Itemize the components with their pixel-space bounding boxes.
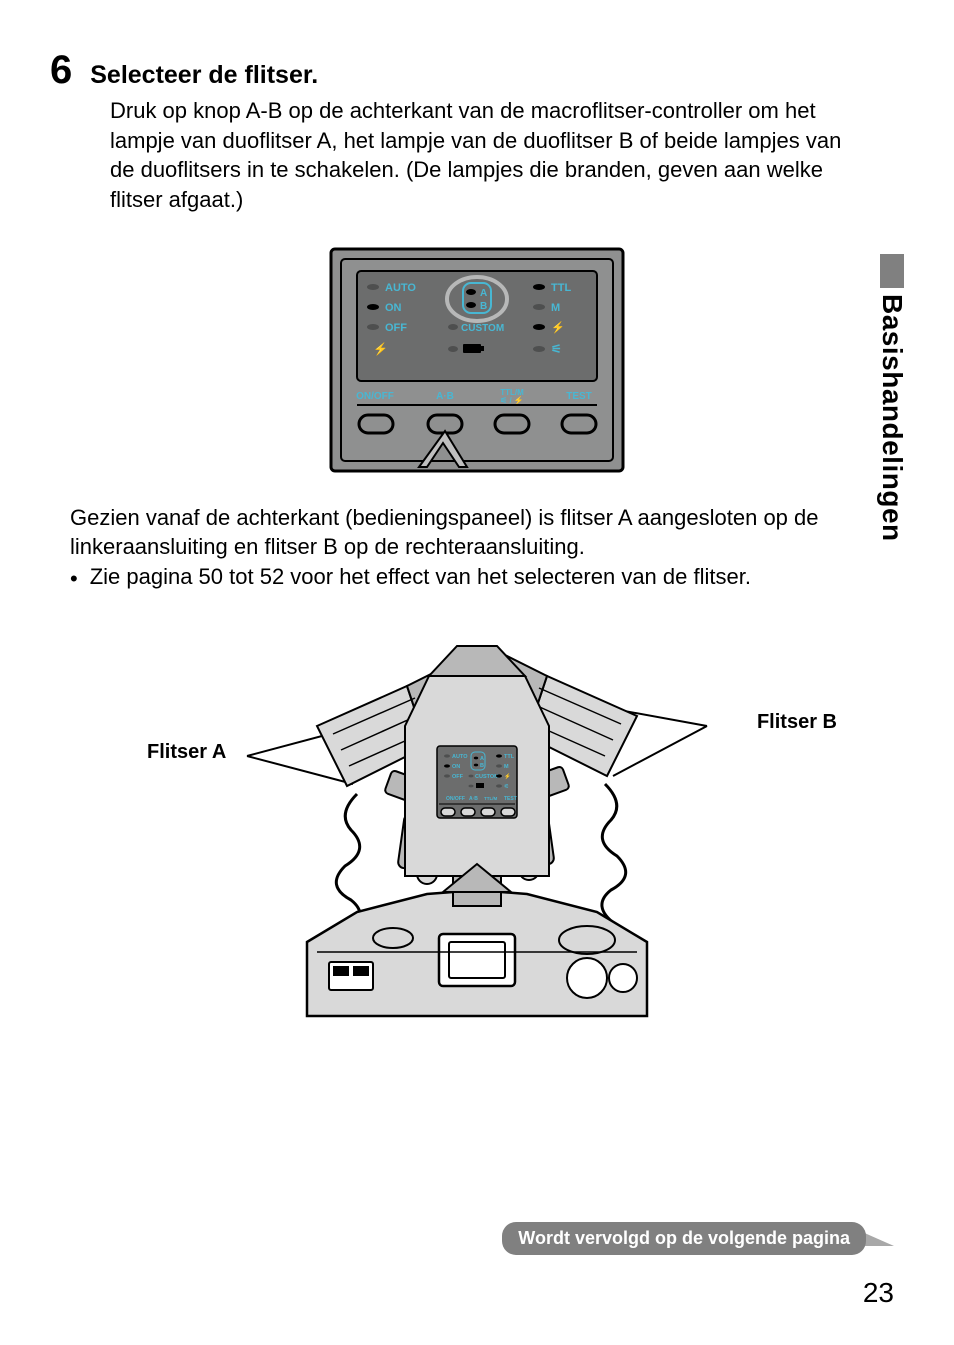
svg-text:A·B: A·B <box>469 796 478 802</box>
controller-back-panel-figure: AUTO ON OFF ⚡ A B CUSTOM TTL M <box>327 245 627 475</box>
bullet-item: • Zie pagina 50 tot 52 voor het effect v… <box>70 564 894 594</box>
svg-text:⚡: ⚡ <box>504 773 511 780</box>
camera-twin-flash-figure: AUTO ON OFF A B CUSTOM TTL M ⚡ ⚟ ON/OFF … <box>157 616 797 1036</box>
bullet-marker: • <box>70 564 78 594</box>
label-on: ON <box>385 302 402 314</box>
step-paragraph-1: Druk op knop A-B op de achterkant van de… <box>110 96 850 215</box>
svg-text:OFF: OFF <box>452 774 464 780</box>
continued-marker: Wordt vervolgd op de volgende pagina <box>502 1222 894 1255</box>
svg-text:⚟: ⚟ <box>504 783 509 790</box>
section-label: Basishandelingen <box>876 294 908 542</box>
flash-a-label: Flitser A <box>147 741 226 764</box>
step-title: Selecteer de flitser. <box>90 61 318 90</box>
label-off: OFF <box>385 322 407 334</box>
camera-body <box>307 864 647 1016</box>
svg-text:ON: ON <box>452 764 460 770</box>
label-bolt-right: ⚡ <box>551 321 565 334</box>
svg-text:TTL/M: TTL/M <box>484 796 497 801</box>
btn-label-test: TEST <box>566 391 592 402</box>
btn-label-ttlm-bot: ⚟ / ⚡ <box>500 395 524 405</box>
manual-page: Basishandelingen 6 Selecteer de flitser.… <box>0 0 954 1345</box>
section-tab: Basishandelingen <box>876 254 908 542</box>
label-custom: CUSTOM <box>461 323 504 334</box>
flash-controller: AUTO ON OFF A B CUSTOM TTL M ⚡ ⚟ ON/OFF … <box>405 646 549 892</box>
label-bolt-left: ⚡ <box>373 342 388 356</box>
tab-marker <box>880 254 904 288</box>
svg-text:AUTO: AUTO <box>452 754 468 760</box>
btn-label-onoff: ON/OFF <box>356 391 394 402</box>
svg-text:CUSTOM: CUSTOM <box>475 774 499 780</box>
label-modeling: ⚟ <box>551 342 562 356</box>
continued-text: Wordt vervolgd op de volgende pagina <box>502 1222 866 1255</box>
label-m: M <box>551 302 560 314</box>
label-auto: AUTO <box>385 282 416 294</box>
step-paragraph-2: Gezien vanaf de achterkant (bedieningspa… <box>70 503 850 562</box>
label-a: A <box>480 288 487 299</box>
label-b: B <box>480 301 487 312</box>
label-ttl: TTL <box>551 282 571 294</box>
page-number: 23 <box>863 1277 894 1309</box>
svg-text:ON/OFF: ON/OFF <box>446 796 465 802</box>
btn-label-ab: A·B <box>436 391 454 402</box>
step-number: 6 <box>50 50 72 90</box>
svg-text:TEST: TEST <box>504 796 517 802</box>
svg-text:M: M <box>504 764 509 770</box>
svg-text:B: B <box>480 763 484 769</box>
flash-b-label: Flitser B <box>757 711 837 734</box>
bullet-text: Zie pagina 50 tot 52 voor het effect van… <box>90 564 751 590</box>
svg-text:TTL: TTL <box>504 754 515 760</box>
step-header: 6 Selecteer de flitser. <box>50 50 894 90</box>
svg-text:A: A <box>480 756 484 762</box>
